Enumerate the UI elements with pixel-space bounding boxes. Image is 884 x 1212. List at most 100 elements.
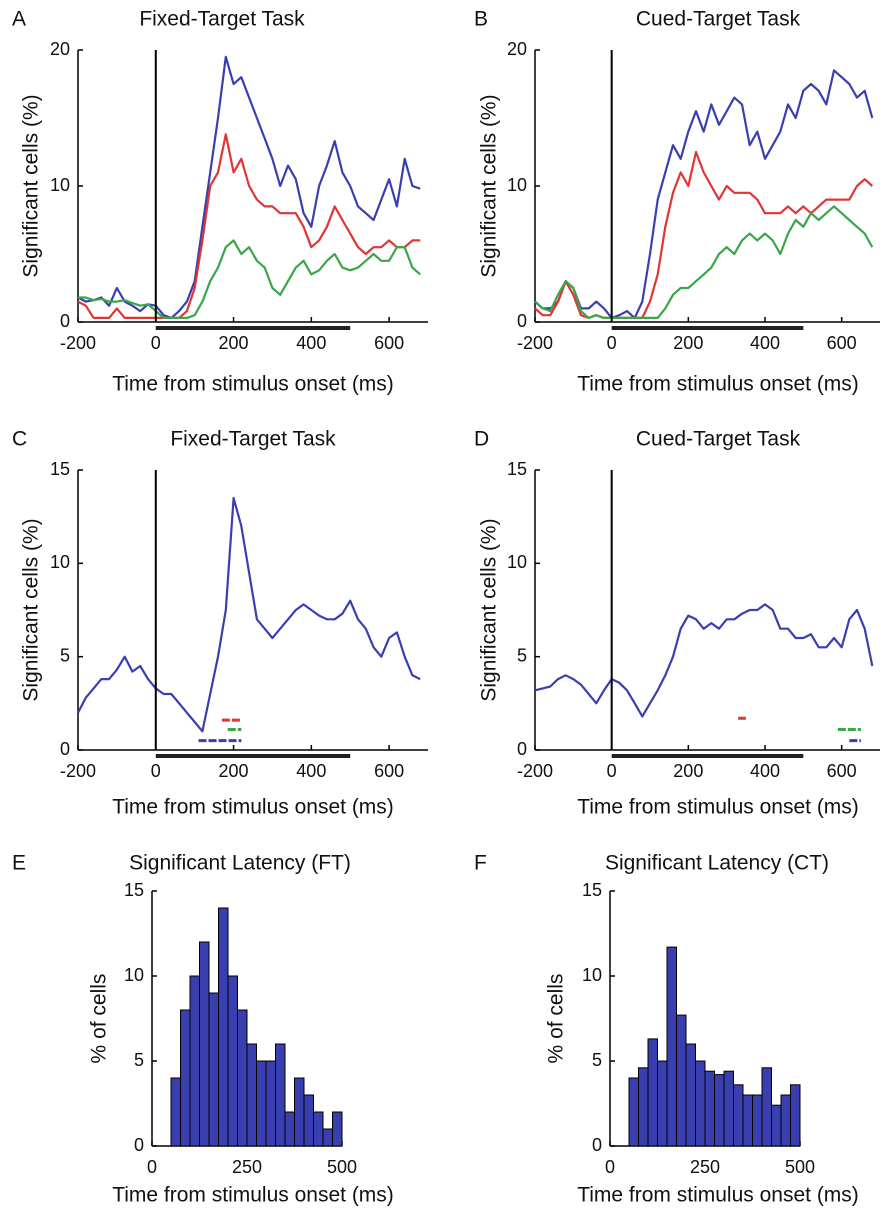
bar	[780, 1094, 791, 1147]
y-tick-label: 0	[134, 1135, 144, 1155]
y-tick-label: 10	[124, 965, 144, 985]
x-tick-label: 400	[750, 333, 780, 353]
y-tick-label: 10	[50, 175, 70, 195]
bar	[771, 1104, 782, 1147]
x-tick-label: 250	[690, 1157, 720, 1177]
bar	[322, 1128, 333, 1147]
bar	[313, 1111, 324, 1147]
x-tick-label: 400	[296, 761, 326, 781]
bar	[638, 1067, 649, 1147]
series-line	[534, 150, 874, 319]
bar	[695, 1060, 706, 1147]
series-line	[78, 239, 421, 319]
y-tick-label: 5	[592, 1050, 602, 1070]
x-tick-label: 200	[219, 761, 249, 781]
x-tick-label: 600	[374, 333, 404, 353]
bar	[237, 1009, 248, 1147]
y-axis-label: Significant cells (%)	[478, 94, 501, 277]
y-tick-label: 15	[582, 880, 602, 900]
x-tick-label: 0	[605, 1157, 615, 1177]
x-tick-label: 200	[673, 333, 703, 353]
series-line	[77, 55, 421, 319]
panel: F Significant Latency (CT) Time from stimu…	[474, 852, 859, 1207]
y-tick-label: 0	[60, 311, 70, 331]
x-tick-label: -200	[60, 333, 96, 353]
y-tick-label: 15	[507, 459, 527, 479]
bar	[275, 1043, 286, 1147]
y-tick-label: 10	[582, 965, 602, 985]
x-tick-label: 200	[673, 761, 703, 781]
chart-title: Cued-Target Task	[636, 8, 801, 31]
bar	[189, 975, 200, 1147]
series-line	[77, 133, 421, 319]
series-line	[534, 205, 874, 319]
bar	[685, 1043, 696, 1147]
x-axis-label: Time from stimulus onset (ms)	[112, 796, 394, 819]
x-tick-label: 0	[151, 333, 161, 353]
panel-letter: C	[12, 428, 27, 451]
x-tick-label: 400	[296, 333, 326, 353]
panel: D Cued-Target Task Time from stimulus onse…	[474, 428, 880, 819]
bar	[199, 941, 210, 1147]
y-tick-label: 20	[507, 39, 527, 59]
x-tick-label: 0	[147, 1157, 157, 1177]
x-tick-label: -200	[517, 761, 553, 781]
bar	[227, 975, 238, 1147]
y-axis-label: % of cells	[545, 974, 568, 1064]
y-tick-label: 10	[50, 552, 70, 572]
y-axis-label: Significant cells (%)	[20, 518, 43, 701]
y-tick-label: 5	[517, 645, 527, 665]
panel-letter: E	[12, 852, 26, 875]
x-tick-label: 500	[327, 1157, 357, 1177]
bar	[170, 1077, 181, 1147]
x-tick-label: 600	[827, 761, 857, 781]
bar	[332, 1111, 343, 1147]
x-tick-label: 0	[607, 333, 617, 353]
bar	[294, 1077, 305, 1147]
x-tick-label: -200	[60, 761, 96, 781]
x-tick-label: -200	[517, 333, 553, 353]
chart-title: Fixed-Target Task	[170, 428, 336, 451]
bar	[752, 1094, 763, 1147]
bar	[256, 1060, 267, 1147]
panel-letter: B	[474, 8, 488, 31]
x-tick-label: 600	[827, 333, 857, 353]
bar	[628, 1077, 639, 1147]
bar	[666, 946, 677, 1147]
bar	[180, 1009, 191, 1147]
y-axis-label: Significant cells (%)	[478, 518, 501, 701]
x-tick-label: 400	[750, 761, 780, 781]
y-tick-label: 20	[50, 39, 70, 59]
panel: A Fixed-Target Task Time from stimulus ons…	[12, 8, 428, 396]
panel: B Cued-Target Task Time from stimulus onse…	[474, 8, 880, 396]
bar	[246, 1043, 257, 1147]
x-tick-label: 250	[232, 1157, 262, 1177]
bar	[790, 1084, 801, 1147]
x-axis-label: Time from stimulus onset (ms)	[577, 796, 859, 819]
y-tick-label: 0	[517, 311, 527, 331]
bar	[284, 1111, 295, 1147]
x-tick-label: 0	[607, 761, 617, 781]
y-tick-label: 10	[507, 552, 527, 572]
y-axis-label: % of cells	[88, 974, 111, 1064]
y-tick-label: 5	[134, 1050, 144, 1070]
chart-title: Cued-Target Task	[636, 428, 801, 451]
panel-letter: D	[474, 428, 489, 451]
y-axis-label: Significant cells (%)	[20, 94, 43, 277]
x-tick-label: 600	[374, 761, 404, 781]
bar	[761, 1067, 772, 1147]
bar	[657, 1060, 668, 1147]
y-tick-label: 0	[60, 739, 70, 759]
bar	[218, 907, 229, 1147]
bar	[742, 1094, 753, 1147]
y-tick-label: 15	[50, 459, 70, 479]
bar	[733, 1084, 744, 1147]
y-tick-label: 5	[60, 645, 70, 665]
series-line	[77, 496, 421, 733]
chart-title: Significant Latency (FT)	[129, 852, 351, 875]
x-axis-label: Time from stimulus onset (ms)	[577, 1184, 859, 1207]
bar	[714, 1074, 725, 1147]
x-tick-label: 0	[151, 761, 161, 781]
x-tick-label: 200	[219, 333, 249, 353]
